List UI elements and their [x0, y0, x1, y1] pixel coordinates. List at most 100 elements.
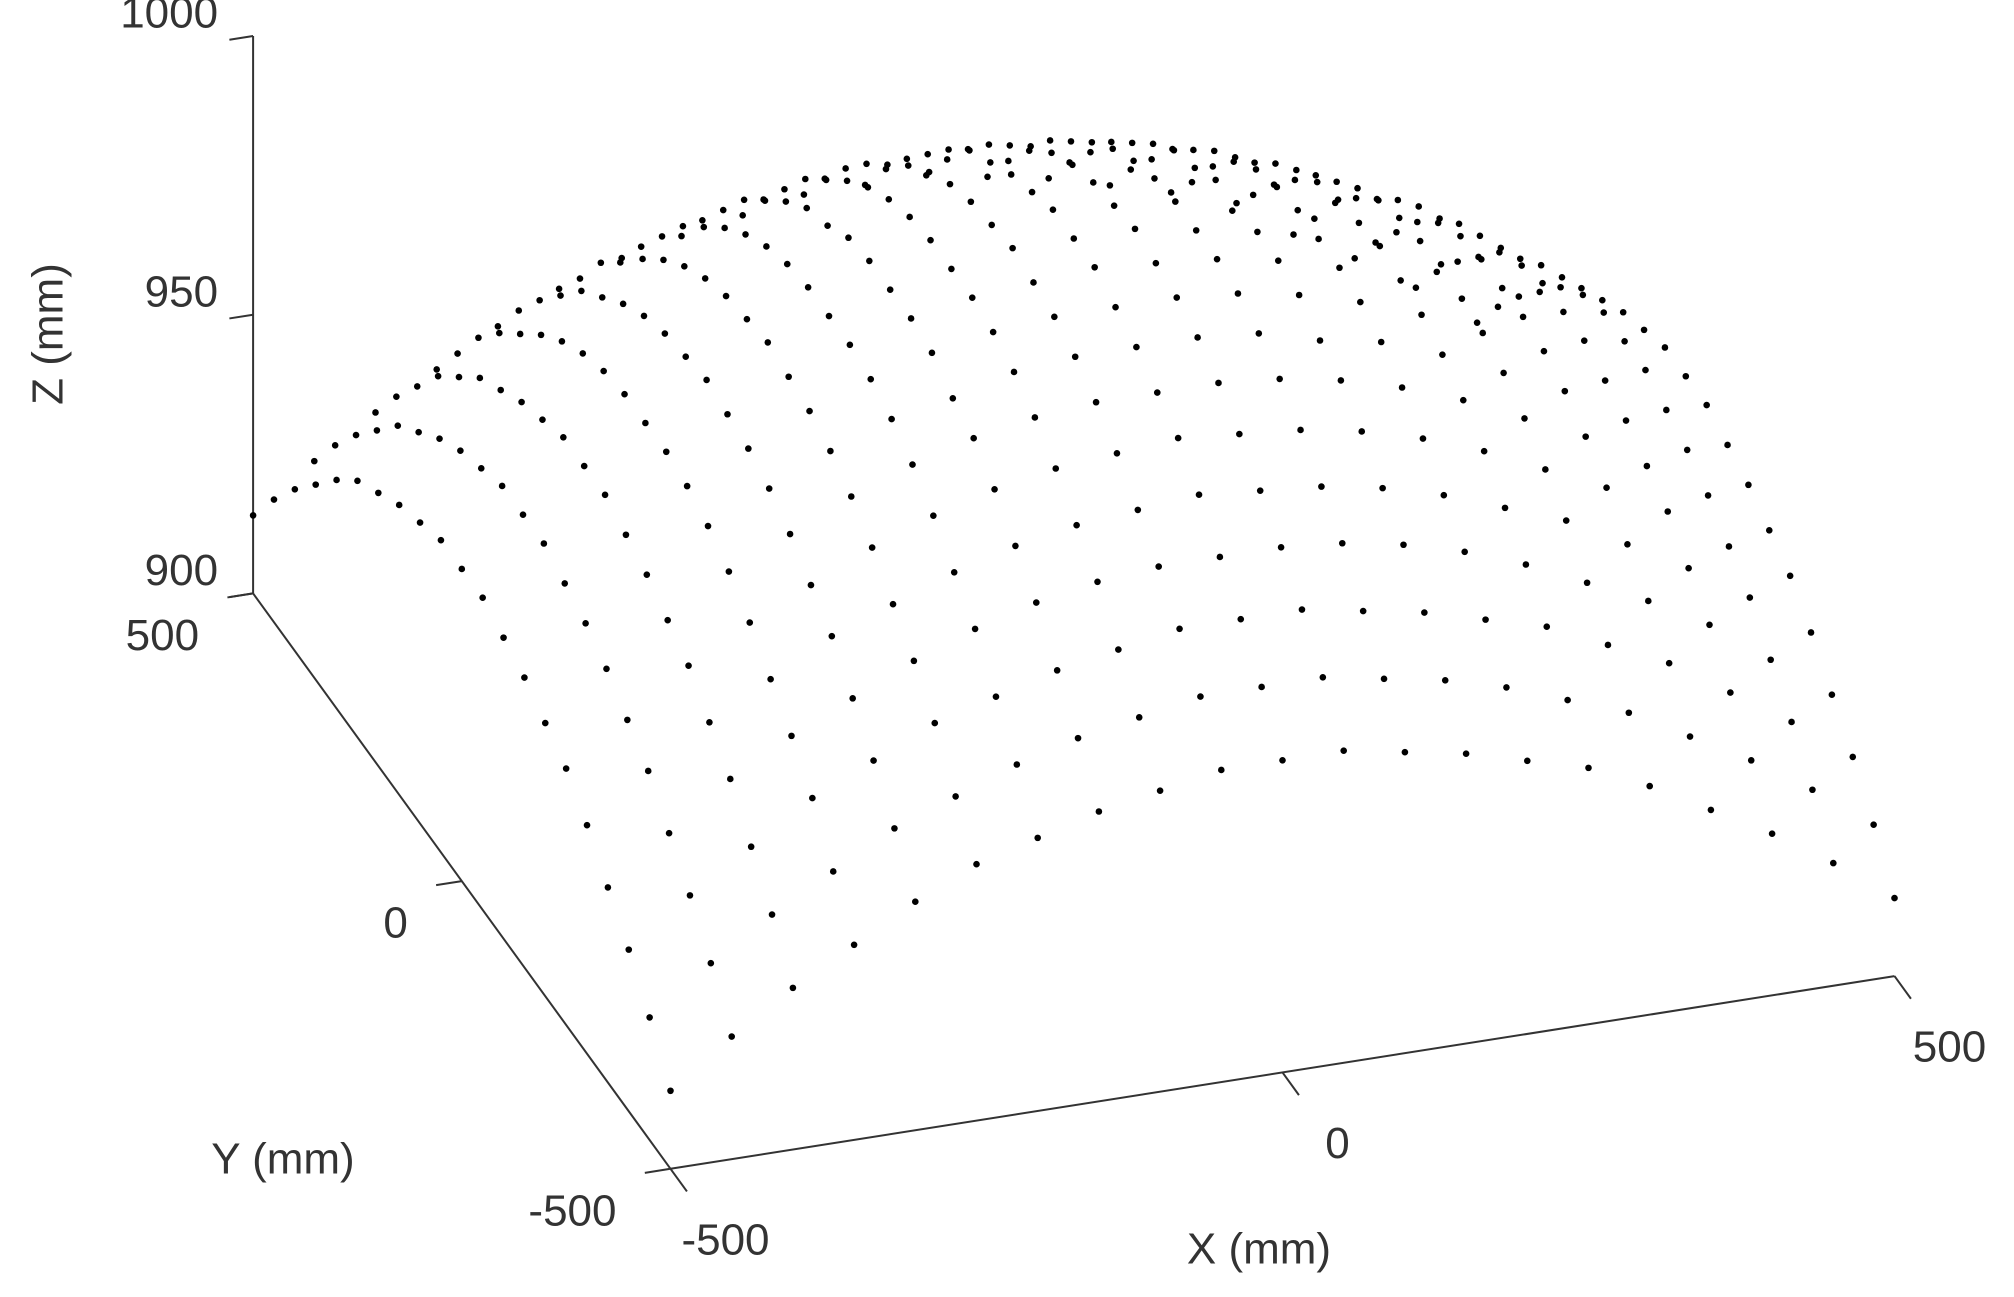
- point: [1373, 195, 1381, 203]
- point: [1849, 753, 1857, 761]
- point: [740, 196, 748, 204]
- point: [1110, 202, 1118, 209]
- point: [1578, 284, 1585, 292]
- point: [603, 665, 610, 673]
- point: [662, 448, 670, 456]
- point: [1788, 718, 1795, 726]
- point: [1025, 147, 1033, 155]
- point: [500, 634, 507, 641]
- point: [763, 243, 770, 250]
- point: [1441, 677, 1449, 684]
- point: [1562, 517, 1570, 524]
- point: [1560, 308, 1567, 316]
- z-axis-label: Z (mm): [24, 263, 73, 405]
- point: [1604, 641, 1612, 649]
- point: [1212, 176, 1219, 184]
- point: [434, 372, 442, 380]
- point: [1151, 175, 1158, 182]
- point: [1561, 387, 1569, 395]
- point: [1048, 149, 1055, 157]
- point: [946, 180, 954, 188]
- y-tick-label: 500: [126, 611, 199, 660]
- point: [1294, 206, 1302, 214]
- point: [1706, 621, 1713, 629]
- point: [1073, 521, 1080, 529]
- point: [578, 287, 585, 295]
- point: [1251, 159, 1258, 166]
- point: [1051, 313, 1058, 321]
- point: [707, 959, 715, 967]
- point: [640, 312, 648, 320]
- x-tick: [1281, 1071, 1300, 1096]
- point: [1109, 145, 1117, 153]
- point: [1619, 308, 1627, 316]
- point: [1543, 623, 1551, 631]
- point: [785, 373, 792, 381]
- point: [582, 620, 589, 627]
- point: [923, 171, 930, 179]
- point: [722, 292, 730, 300]
- point: [984, 173, 991, 181]
- point: [1354, 184, 1361, 192]
- point: [1131, 225, 1139, 233]
- point: [706, 719, 713, 726]
- point: [1005, 157, 1012, 165]
- point: [579, 350, 587, 357]
- point: [1210, 147, 1218, 155]
- point: [437, 536, 445, 544]
- point: [1580, 337, 1588, 344]
- point: [1542, 466, 1549, 473]
- point: [802, 175, 809, 183]
- point: [1108, 138, 1115, 146]
- point: [1230, 158, 1238, 166]
- point: [1400, 541, 1407, 549]
- point: [988, 221, 996, 229]
- point: [1401, 748, 1409, 756]
- point: [1067, 138, 1075, 145]
- point: [885, 196, 893, 203]
- point: [849, 695, 856, 702]
- point: [1473, 319, 1481, 326]
- point: [667, 1087, 674, 1095]
- point: [786, 530, 794, 538]
- point: [930, 512, 937, 519]
- point: [768, 911, 776, 918]
- point: [870, 757, 877, 764]
- point: [968, 294, 976, 301]
- point: [1809, 786, 1816, 794]
- point: [601, 491, 609, 499]
- point: [992, 693, 1000, 701]
- point: [291, 485, 299, 493]
- point: [973, 860, 980, 868]
- point: [868, 544, 876, 551]
- point: [927, 236, 934, 244]
- point: [1786, 572, 1794, 580]
- point: [1727, 689, 1734, 696]
- point: [1149, 140, 1157, 148]
- point: [745, 445, 752, 452]
- point: [1092, 398, 1100, 406]
- point: [312, 481, 320, 488]
- point: [1094, 578, 1101, 586]
- point: [1066, 159, 1073, 166]
- point: [1462, 750, 1470, 757]
- point: [1664, 508, 1672, 515]
- point: [642, 419, 649, 427]
- point: [882, 165, 890, 173]
- point: [1558, 273, 1566, 281]
- point: [436, 435, 443, 442]
- point: [891, 825, 898, 832]
- point: [1355, 219, 1363, 227]
- point: [644, 767, 652, 775]
- point: [948, 265, 955, 273]
- point: [1521, 415, 1528, 422]
- point: [964, 145, 972, 153]
- point: [701, 275, 709, 282]
- point: [824, 222, 831, 229]
- point: [1298, 606, 1306, 613]
- point: [703, 376, 710, 384]
- point: [1272, 160, 1279, 167]
- point: [1215, 379, 1222, 387]
- point: [1393, 228, 1400, 236]
- point: [686, 892, 694, 899]
